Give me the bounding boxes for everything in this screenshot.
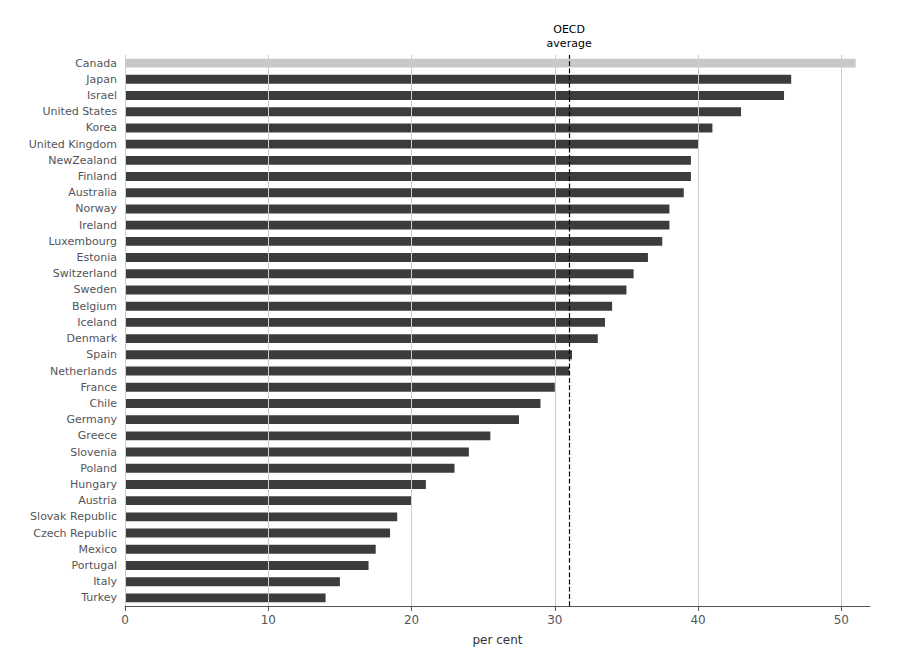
svg-text:Mexico: Mexico <box>79 543 118 556</box>
svg-text:NewZealand: NewZealand <box>48 154 117 167</box>
svg-text:Switzerland: Switzerland <box>53 267 117 280</box>
svg-text:France: France <box>80 381 117 394</box>
svg-text:Spain: Spain <box>86 348 117 361</box>
svg-text:0: 0 <box>121 613 129 627</box>
svg-text:Norway: Norway <box>75 202 117 215</box>
svg-text:Slovak Republic: Slovak Republic <box>30 510 117 523</box>
svg-text:20: 20 <box>404 613 419 627</box>
svg-text:Luxembourg: Luxembourg <box>48 235 117 248</box>
svg-text:Greece: Greece <box>78 429 117 442</box>
svg-text:Israel: Israel <box>87 89 117 102</box>
svg-text:Netherlands: Netherlands <box>50 365 117 378</box>
svg-text:Estonia: Estonia <box>77 251 118 264</box>
svg-text:Germany: Germany <box>66 413 117 426</box>
svg-text:Poland: Poland <box>80 462 117 475</box>
svg-text:average: average <box>547 37 592 50</box>
svg-text:Italy: Italy <box>93 575 117 588</box>
svg-text:Czech Republic: Czech Republic <box>33 527 117 540</box>
svg-text:OECD: OECD <box>553 23 585 36</box>
svg-text:Korea: Korea <box>86 121 117 134</box>
svg-text:Canada: Canada <box>75 57 117 70</box>
svg-text:Ireland: Ireland <box>79 219 117 232</box>
svg-text:Chile: Chile <box>89 397 117 410</box>
svg-text:United States: United States <box>43 105 118 118</box>
svg-text:Sweden: Sweden <box>74 283 117 296</box>
svg-text:Belgium: Belgium <box>72 300 117 313</box>
svg-text:40: 40 <box>690 613 705 627</box>
svg-text:10: 10 <box>261 613 276 627</box>
svg-text:Hungary: Hungary <box>70 478 117 491</box>
svg-text:Denmark: Denmark <box>66 332 117 345</box>
svg-text:United Kingdom: United Kingdom <box>29 138 117 151</box>
svg-text:Austria: Austria <box>78 494 117 507</box>
svg-text:30: 30 <box>547 613 562 627</box>
svg-text:Finland: Finland <box>78 170 117 183</box>
svg-text:50: 50 <box>834 613 849 627</box>
svg-text:Turkey: Turkey <box>80 591 117 604</box>
svg-text:Portugal: Portugal <box>71 559 117 572</box>
svg-text:Japan: Japan <box>85 73 117 86</box>
svg-text:Slovenia: Slovenia <box>70 446 117 459</box>
svg-text:Australia: Australia <box>68 186 117 199</box>
svg-text:per cent: per cent <box>472 633 522 647</box>
svg-text:Iceland: Iceland <box>77 316 117 329</box>
